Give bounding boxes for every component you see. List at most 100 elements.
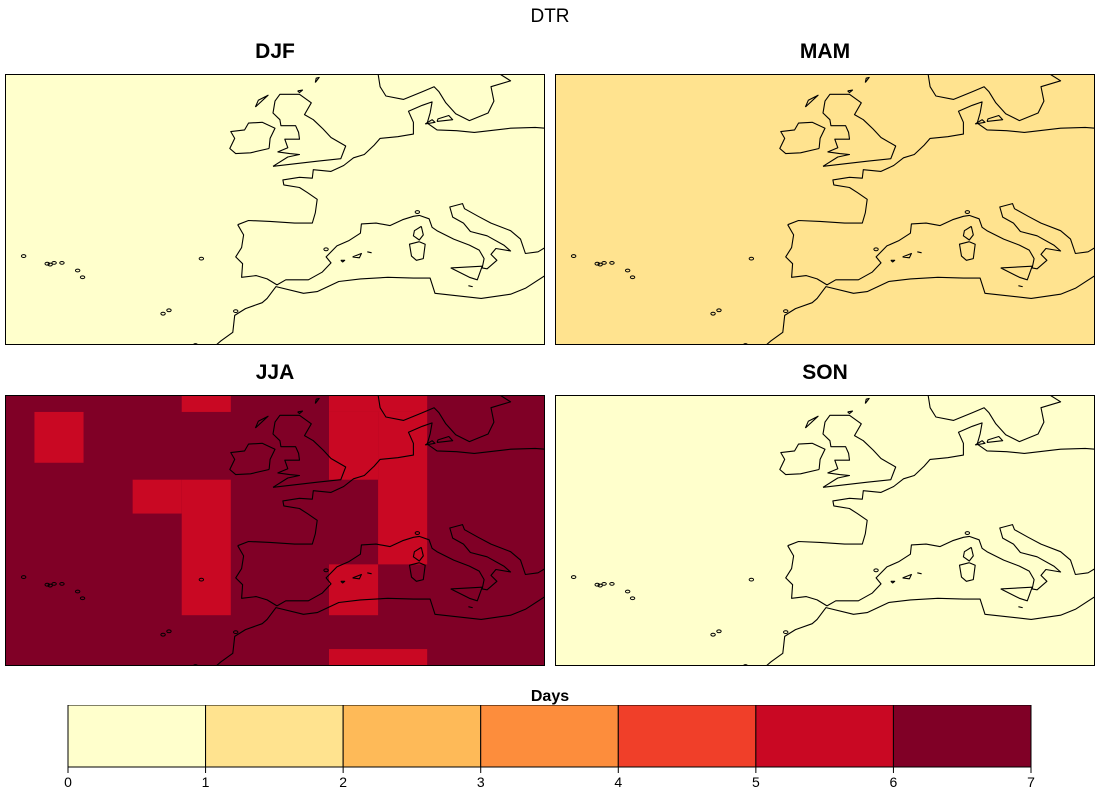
island bbox=[624, 589, 631, 594]
coastline bbox=[297, 89, 304, 94]
coastline bbox=[235, 203, 545, 286]
coastline bbox=[412, 225, 424, 241]
coastline bbox=[229, 442, 276, 476]
island bbox=[742, 664, 749, 666]
coastline bbox=[237, 101, 545, 226]
island bbox=[783, 309, 789, 314]
panel-title-son: SON bbox=[802, 361, 848, 384]
coastline bbox=[779, 442, 826, 476]
map-background bbox=[555, 74, 1095, 345]
island bbox=[570, 575, 577, 579]
island bbox=[570, 254, 577, 258]
coastline bbox=[254, 94, 269, 108]
island bbox=[59, 581, 65, 586]
colorbar-segment bbox=[205, 705, 344, 768]
coastline bbox=[986, 435, 1004, 443]
coastline bbox=[352, 252, 362, 259]
map-frame bbox=[5, 74, 545, 345]
island bbox=[233, 630, 239, 635]
colorbar-segment bbox=[480, 705, 619, 768]
coastline bbox=[408, 562, 426, 582]
island bbox=[51, 581, 57, 586]
map-background bbox=[555, 395, 1095, 666]
map-frame bbox=[555, 74, 1095, 345]
map-frame bbox=[555, 395, 1095, 666]
grid-cell bbox=[181, 479, 231, 616]
coastline bbox=[314, 397, 320, 404]
colorbar-tick-label: 5 bbox=[752, 774, 760, 790]
figure-title: DTR bbox=[530, 6, 570, 27]
panel-title-mam: MAM bbox=[799, 40, 851, 63]
grid-cell bbox=[329, 411, 379, 480]
coastline bbox=[785, 203, 1095, 286]
island bbox=[198, 577, 205, 582]
island bbox=[414, 531, 421, 535]
coastline bbox=[962, 546, 974, 562]
map-jja-svg bbox=[5, 395, 545, 666]
island bbox=[609, 260, 615, 265]
island bbox=[716, 629, 722, 634]
island bbox=[323, 247, 329, 252]
island bbox=[873, 568, 879, 573]
colorbar-tick-label: 2 bbox=[339, 774, 347, 790]
island bbox=[198, 256, 205, 261]
coastline bbox=[917, 572, 922, 575]
coastline bbox=[1000, 265, 1033, 281]
coastline bbox=[958, 562, 976, 582]
island bbox=[783, 630, 789, 635]
island bbox=[710, 632, 716, 637]
island bbox=[601, 260, 607, 265]
island bbox=[79, 596, 86, 601]
coastline bbox=[962, 225, 974, 241]
coastline bbox=[917, 251, 922, 254]
island bbox=[20, 254, 27, 258]
coastline bbox=[367, 251, 372, 254]
map-mam-svg bbox=[555, 74, 1095, 345]
island bbox=[20, 575, 27, 579]
coastline bbox=[424, 440, 436, 446]
grid-cell bbox=[132, 479, 182, 514]
island bbox=[742, 343, 749, 345]
coastline bbox=[822, 93, 897, 167]
island bbox=[79, 275, 86, 280]
island bbox=[609, 581, 615, 586]
coastline bbox=[436, 114, 454, 122]
map-djf-svg bbox=[5, 74, 545, 345]
island bbox=[192, 343, 199, 345]
coastline bbox=[340, 580, 346, 584]
island bbox=[51, 260, 57, 265]
coastline bbox=[314, 76, 320, 83]
coastline bbox=[902, 252, 912, 259]
island bbox=[601, 581, 607, 586]
coastline bbox=[377, 395, 512, 443]
coastline bbox=[352, 573, 362, 580]
map-son-svg bbox=[555, 395, 1095, 666]
coastline bbox=[468, 606, 473, 609]
coastline bbox=[229, 121, 276, 155]
island bbox=[74, 589, 81, 594]
island bbox=[624, 268, 631, 273]
coastline bbox=[974, 440, 986, 446]
coastline bbox=[958, 241, 976, 261]
map-background bbox=[5, 74, 545, 345]
coastline bbox=[215, 275, 545, 345]
island bbox=[47, 262, 53, 267]
grid-cell bbox=[378, 411, 428, 565]
map-panel-jja bbox=[5, 395, 545, 666]
colorbar-segment bbox=[342, 705, 482, 768]
island bbox=[192, 664, 199, 666]
colorbar-title: Days bbox=[530, 688, 570, 705]
island bbox=[323, 568, 329, 573]
island bbox=[629, 275, 636, 280]
coastline bbox=[785, 524, 1095, 607]
map-frame bbox=[5, 395, 545, 666]
colorbar-tick-label: 0 bbox=[64, 774, 72, 790]
island bbox=[166, 629, 172, 634]
island bbox=[74, 268, 81, 273]
colorbar-tick-label: 4 bbox=[614, 774, 622, 790]
coastline bbox=[1018, 285, 1023, 288]
coastline bbox=[215, 596, 545, 666]
coastline bbox=[377, 74, 512, 122]
island bbox=[710, 311, 716, 316]
coastline bbox=[847, 410, 854, 415]
